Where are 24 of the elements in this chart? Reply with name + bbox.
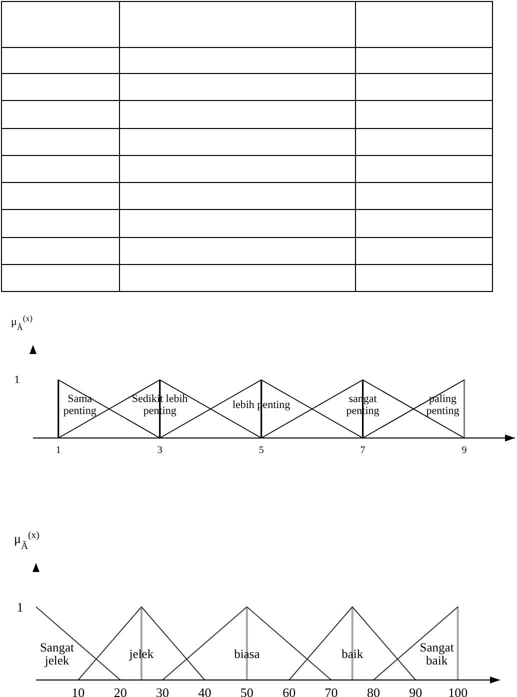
text: 1 [16, 599, 24, 614]
x-tick-label: 100 [448, 685, 468, 697]
x-tick-label: 90 [409, 685, 422, 697]
x-tick-label: 20 [114, 685, 127, 697]
series-label: baik [342, 647, 364, 661]
x-tick-label: 70 [324, 685, 338, 697]
x-tick-label: 60 [282, 685, 296, 697]
x-tick-label: 9 [462, 445, 467, 456]
x-tick-label: 3 [157, 445, 162, 456]
series-label: biasa [234, 647, 260, 661]
series-label: paling penting [426, 393, 460, 417]
x-tick-label: 30 [156, 685, 170, 697]
x-tick-label: 5 [258, 445, 264, 456]
x-tick-label: 10 [72, 685, 85, 697]
text: 1 [14, 374, 20, 386]
series-label: Sama penting [63, 393, 97, 417]
series-label: Sangat baik [420, 640, 454, 668]
x-tick-label: 7 [360, 445, 366, 456]
x-tick-label: 80 [366, 685, 380, 697]
x-tick-label: 40 [198, 685, 212, 697]
series-label: Sangat jelek [40, 640, 75, 668]
series-label: jelek [128, 647, 154, 661]
x-tick-label: 50 [240, 685, 254, 697]
x-tick-label: 1 [56, 445, 61, 456]
